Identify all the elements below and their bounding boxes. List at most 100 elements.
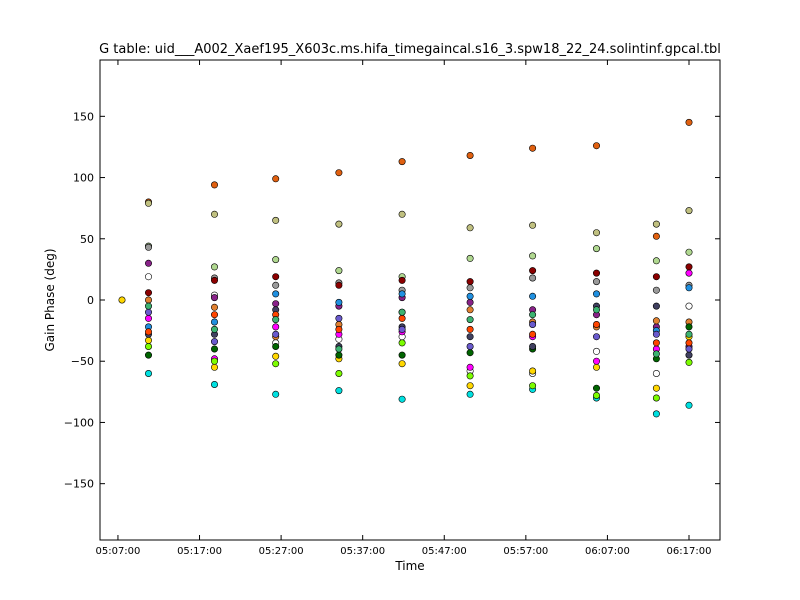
data-point (211, 325, 219, 333)
data-point (685, 330, 693, 338)
data-point (685, 302, 693, 310)
data-point (335, 314, 343, 322)
data-point (529, 311, 537, 319)
data-point (592, 357, 600, 365)
data-point (211, 311, 219, 319)
data-point (145, 243, 153, 251)
data-point (652, 273, 660, 281)
data-point (272, 175, 280, 183)
data-point (592, 384, 600, 392)
data-point (466, 298, 474, 306)
data-point (398, 314, 406, 322)
data-point (652, 350, 660, 358)
data-point (335, 267, 343, 275)
data-point (211, 363, 219, 371)
data-point (145, 308, 153, 316)
data-point (398, 290, 406, 298)
data-point (685, 263, 693, 271)
data-point (145, 328, 153, 336)
plot-frame (99, 59, 721, 541)
data-point (466, 292, 474, 300)
data-point (652, 394, 660, 402)
data-point (272, 390, 280, 398)
data-point (685, 345, 693, 353)
data-point (145, 369, 153, 377)
data-point (145, 296, 153, 304)
data-points (118, 118, 693, 418)
data-point (592, 290, 600, 298)
data-point (466, 342, 474, 350)
data-point (466, 333, 474, 341)
data-point (211, 210, 219, 218)
data-point (466, 363, 474, 371)
data-point (211, 303, 219, 311)
data-point (272, 352, 280, 360)
data-point (592, 333, 600, 341)
data-point (592, 269, 600, 277)
chart-title: G table: uid___A002_Xaef195_X603c.ms.hif… (99, 42, 721, 57)
x-axis-label: Time (394, 559, 424, 573)
x-axis: 05:07:00 05:17:00 05:27:00 05:37:00 05:47:00… (95, 60, 711, 557)
data-point (685, 269, 693, 277)
data-point (529, 382, 537, 390)
data-point (211, 263, 219, 271)
data-point (145, 342, 153, 350)
data-point (398, 210, 406, 218)
data-point (466, 254, 474, 262)
x-tick-label: 05:37:00 (340, 546, 385, 557)
data-point (466, 284, 474, 292)
data-point (466, 306, 474, 314)
y-axis: −150 −100 −50 0 50 100 150 (64, 110, 720, 491)
data-point (652, 369, 660, 377)
data-point (529, 267, 537, 275)
data-point (145, 273, 153, 281)
data-point (398, 325, 406, 333)
data-point (335, 169, 343, 177)
data-point (529, 320, 537, 328)
data-point (466, 224, 474, 232)
data-point (211, 380, 219, 388)
data-point (466, 278, 474, 286)
data-point (272, 316, 280, 324)
data-point (145, 289, 153, 297)
data-point (529, 367, 537, 375)
data-point (211, 357, 219, 365)
data-point (272, 342, 280, 350)
data-point (685, 118, 693, 126)
data-point (398, 276, 406, 284)
data-point (145, 336, 153, 344)
data-point (272, 216, 280, 224)
data-point (145, 351, 153, 359)
data-point (145, 302, 153, 310)
data-point (652, 384, 660, 392)
data-point (466, 382, 474, 390)
data-point (335, 369, 343, 377)
data-point (529, 221, 537, 229)
data-point (272, 281, 280, 289)
data-point (335, 351, 343, 359)
data-point (592, 347, 600, 355)
data-point (145, 314, 153, 322)
data-point (592, 391, 600, 399)
data-point (398, 395, 406, 403)
data-point (335, 345, 343, 353)
data-point (335, 281, 343, 289)
data-point (685, 401, 693, 409)
x-tick-label: 05:57:00 (503, 546, 548, 557)
data-point (466, 390, 474, 398)
x-tick-label: 05:17:00 (177, 546, 222, 557)
data-point (211, 276, 219, 284)
data-point (272, 360, 280, 368)
data-point (652, 257, 660, 265)
data-point (529, 274, 537, 282)
data-point (272, 290, 280, 298)
data-point (145, 259, 153, 267)
data-point (335, 220, 343, 228)
data-point (652, 410, 660, 418)
x-tick-label: 06:17:00 (667, 546, 712, 557)
data-point (272, 323, 280, 331)
data-point (335, 387, 343, 395)
data-point (652, 339, 660, 347)
y-tick-label: 150 (73, 110, 94, 123)
